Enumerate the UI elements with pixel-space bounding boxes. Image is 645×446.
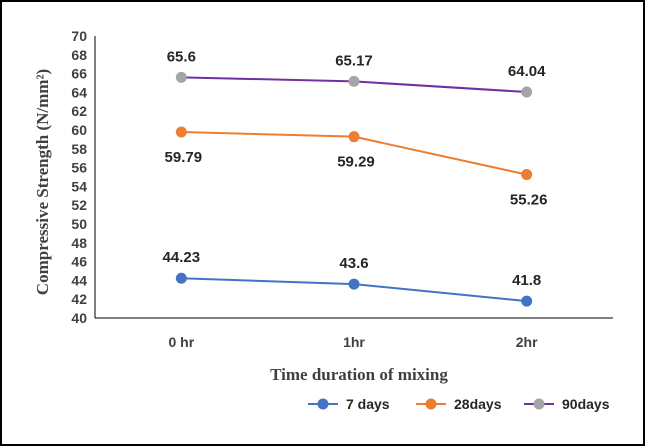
legend-label: 28days: [454, 396, 502, 412]
data-label: 64.04: [508, 63, 546, 80]
y-tick-label: 46: [71, 254, 87, 270]
series-28days: 59.79 59.29 55.26: [165, 126, 548, 209]
y-tick-label: 68: [71, 47, 87, 63]
y-tick-label: 40: [71, 310, 87, 326]
series-90days: 65.6 65.17 64.04: [167, 48, 546, 98]
data-label: 41.8: [512, 272, 541, 289]
data-point: [348, 278, 360, 290]
data-label: 44.23: [163, 249, 201, 266]
data-point: [348, 131, 360, 143]
y-tick-label: 66: [71, 66, 87, 82]
data-point: [521, 295, 533, 307]
data-label: 65.17: [335, 52, 373, 69]
data-point: [348, 75, 360, 87]
y-tick-label: 54: [71, 178, 87, 194]
legend-swatch-marker: [533, 398, 545, 410]
data-label: 59.29: [337, 154, 375, 171]
series-layer: 44.23 43.6 41.8 59.79 59.29 55.26 65.6 65.17 64.…: [163, 48, 548, 307]
y-tick-label: 48: [71, 235, 87, 251]
x-axis-title: Time duration of mixing: [270, 365, 448, 384]
y-tick-label: 56: [71, 160, 87, 176]
data-point: [521, 86, 533, 98]
y-tick-label: 50: [71, 216, 87, 232]
data-point: [175, 272, 187, 284]
y-axis-title: Compressive Strength (N/mm²): [33, 69, 52, 295]
legend-item: 28days: [416, 396, 502, 412]
legend-item: 90days: [524, 396, 610, 412]
data-point: [175, 126, 187, 138]
y-axis: 40 42 44 46 48 50 52 54 56 58 60 62 64 66 68 70: [71, 28, 96, 326]
y-tick-label: 70: [71, 28, 87, 44]
data-label: 43.6: [339, 255, 368, 272]
y-tick-label: 60: [71, 122, 87, 138]
y-tick-label: 58: [71, 141, 87, 157]
y-tick-label: 42: [71, 291, 87, 307]
data-label: 55.26: [510, 192, 548, 209]
legend-swatch-marker: [425, 398, 437, 410]
y-tick-label: 62: [71, 103, 87, 119]
x-tick-label: 2hr: [516, 334, 538, 350]
legend-label: 90days: [562, 396, 610, 412]
x-tick-label: 1hr: [343, 334, 365, 350]
legend-label: 7 days: [346, 396, 390, 412]
legend-swatch-marker: [317, 398, 329, 410]
data-point: [175, 71, 187, 83]
legend: 7 days 28days 90days: [308, 396, 610, 412]
data-label: 65.6: [167, 48, 196, 65]
y-tick-label: 52: [71, 197, 87, 213]
data-point: [521, 169, 533, 181]
series-7-days: 44.23 43.6 41.8: [163, 249, 541, 307]
x-axis: 0 hr 1hr 2hr: [95, 317, 613, 350]
legend-item: 7 days: [308, 396, 390, 412]
y-tick-label: 64: [71, 84, 87, 100]
data-label: 59.79: [165, 149, 203, 166]
y-tick-label: 44: [71, 272, 87, 288]
x-tick-label: 0 hr: [168, 334, 194, 350]
